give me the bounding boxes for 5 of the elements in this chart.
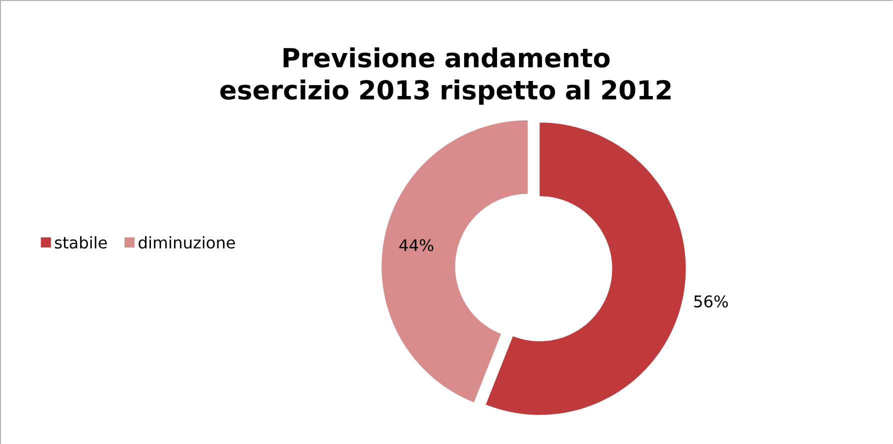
- data-label: 56%: [694, 295, 728, 308]
- chart-title: Previsione andamento esercizio 2013 rispetto al 2012: [220, 47, 671, 105]
- data-label: 44%: [399, 238, 434, 252]
- legend-label: diminuzione: [138, 236, 235, 248]
- legend-label: stabile: [54, 236, 107, 248]
